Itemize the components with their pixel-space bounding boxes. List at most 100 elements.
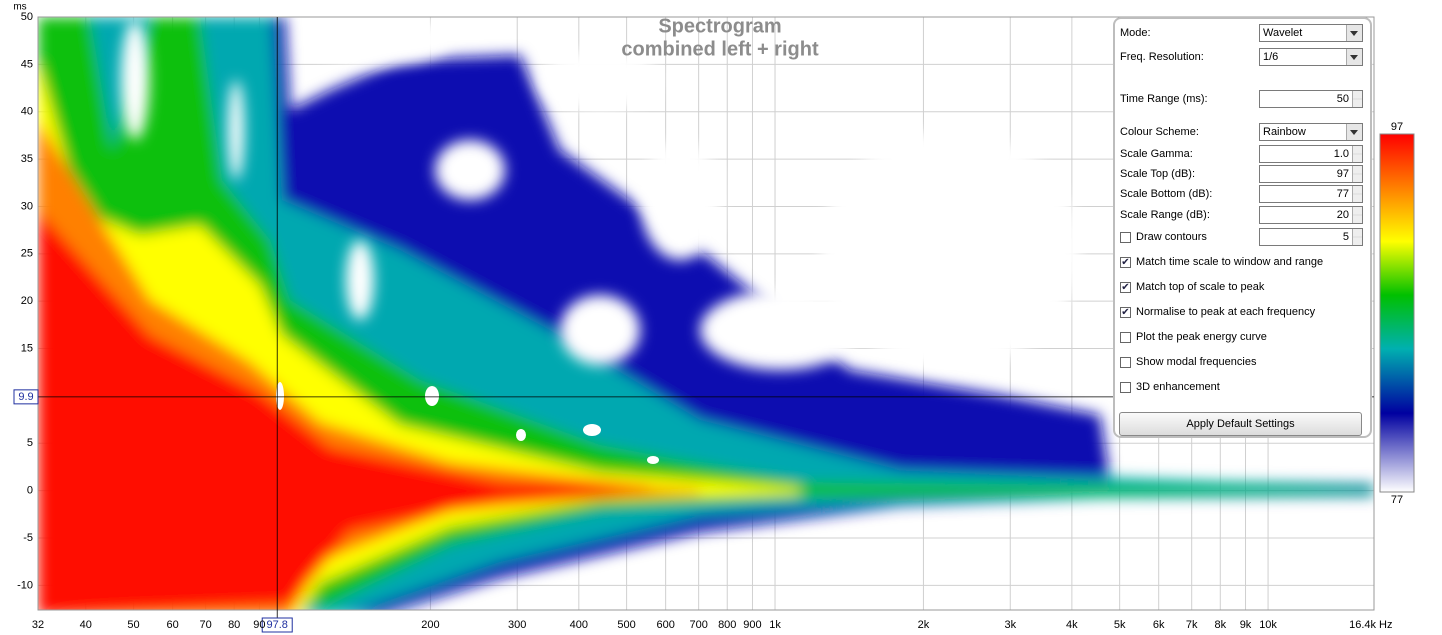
field-label: Scale Top (dB): bbox=[1120, 168, 1196, 180]
y-tick-label: 15 bbox=[21, 342, 33, 354]
control-arrow[interactable] bbox=[1352, 166, 1362, 182]
x-tick-label: 500 bbox=[617, 619, 635, 631]
field-label: Draw contours bbox=[1136, 231, 1207, 243]
spectrogram-image bbox=[38, 17, 1374, 610]
colorbar-max: 97 bbox=[1391, 121, 1403, 133]
checkbox-label: Match time scale to window and range bbox=[1136, 256, 1324, 268]
y-tick-label: 40 bbox=[21, 106, 33, 118]
cursor-y-box bbox=[13, 389, 39, 405]
checkbox[interactable] bbox=[1120, 356, 1131, 368]
cursor-y-label: 9.9 bbox=[18, 391, 33, 403]
checkbox-row: ✔ Match time scale to window and range bbox=[1120, 252, 1363, 272]
x-tick-label: 8k bbox=[1214, 619, 1226, 631]
field-value: 97 bbox=[1336, 168, 1349, 180]
y-tick-label: 30 bbox=[21, 200, 33, 212]
field-value: 1.0 bbox=[1333, 148, 1349, 160]
field-row: Scale Gamma: 1.0 bbox=[1120, 144, 1363, 164]
checkbox-label: Plot the peak energy curve bbox=[1136, 331, 1267, 343]
field-value: 5 bbox=[1342, 231, 1349, 243]
spin-box[interactable]: 5 bbox=[1259, 228, 1363, 246]
checkbox-row: ✔ Match top of scale to peak bbox=[1120, 277, 1363, 297]
checkbox[interactable] bbox=[1120, 381, 1131, 393]
field-label: Scale Range (dB): bbox=[1120, 209, 1210, 221]
field-row: Draw contours 5 bbox=[1120, 227, 1363, 247]
x-tick-label: 70 bbox=[199, 619, 211, 631]
x-tick-label: 600 bbox=[656, 619, 674, 631]
checkbox[interactable]: ✔ bbox=[1120, 256, 1131, 268]
x-tick-label: 60 bbox=[166, 619, 178, 631]
x-tick-label: 1k bbox=[769, 619, 781, 631]
field-row: Scale Top (dB): 97 bbox=[1120, 164, 1363, 184]
control-arrow[interactable] bbox=[1352, 207, 1362, 223]
x-tick-label: 3k bbox=[1004, 619, 1016, 631]
plot-border bbox=[37, 16, 1375, 611]
checkbox[interactable] bbox=[1120, 231, 1131, 243]
field-label: Time Range (ms): bbox=[1120, 93, 1208, 105]
field-row: Mode: Wavelet bbox=[1120, 23, 1363, 43]
cursor-x-label: 97.8 bbox=[267, 619, 288, 631]
y-tick-label: 45 bbox=[21, 58, 33, 70]
spin-box[interactable]: 20 bbox=[1259, 206, 1363, 224]
x-tick-label: 16.4k bbox=[1349, 619, 1376, 631]
x-tick-label: 800 bbox=[718, 619, 736, 631]
x-tick-label: 90 bbox=[253, 619, 265, 631]
dropdown[interactable]: Rainbow bbox=[1259, 123, 1363, 141]
x-tick-label: 9k bbox=[1240, 619, 1252, 631]
checkbox-label: Match top of scale to peak bbox=[1136, 281, 1265, 293]
field-row: Scale Bottom (dB): 77 bbox=[1120, 184, 1363, 204]
colorbar bbox=[1379, 133, 1415, 493]
x-tick-label: 40 bbox=[80, 619, 92, 631]
x-tick-label: 7k bbox=[1186, 619, 1198, 631]
field-value: 50 bbox=[1336, 93, 1349, 105]
control-arrow[interactable] bbox=[1352, 91, 1362, 107]
checkbox-label: Show modal frequencies bbox=[1136, 356, 1257, 368]
dropdown[interactable]: 1/6 bbox=[1259, 48, 1363, 66]
x-tick-label: 400 bbox=[570, 619, 588, 631]
x-tick-label: 32 bbox=[32, 619, 44, 631]
dropdown[interactable]: Wavelet bbox=[1259, 24, 1363, 42]
spin-box[interactable]: 50 bbox=[1259, 90, 1363, 108]
apply-default-button[interactable]: Apply Default Settings bbox=[1119, 412, 1362, 436]
field-row: Time Range (ms): 50 bbox=[1120, 89, 1363, 109]
x-tick-label: 50 bbox=[127, 619, 139, 631]
y-tick-label: 5 bbox=[27, 437, 33, 449]
x-tick-label: 900 bbox=[743, 619, 761, 631]
control-arrow[interactable] bbox=[1346, 25, 1362, 41]
control-arrow[interactable] bbox=[1352, 186, 1362, 202]
settings-panel: Mode: Wavelet Freq. Resolution: 1/6 Time Ran… bbox=[1113, 17, 1372, 438]
x-tick-label: 4k bbox=[1066, 619, 1078, 631]
y-tick-label: 50 bbox=[21, 11, 33, 23]
control-arrow[interactable] bbox=[1352, 229, 1362, 245]
x-tick-label: 6k bbox=[1153, 619, 1165, 631]
field-row: Scale Range (dB): 20 bbox=[1120, 205, 1363, 225]
spin-box[interactable]: 77 bbox=[1259, 185, 1363, 203]
y-tick-label: 0 bbox=[27, 485, 33, 497]
x-tick-label: 2k bbox=[918, 619, 930, 631]
control-arrow[interactable] bbox=[1346, 124, 1362, 140]
control-arrow[interactable] bbox=[1352, 146, 1362, 162]
x-tick-label: 5k bbox=[1114, 619, 1126, 631]
x-tick-label: 10k bbox=[1259, 619, 1277, 631]
y-tick-label: 35 bbox=[21, 153, 33, 165]
checkbox[interactable]: ✔ bbox=[1120, 306, 1131, 318]
spin-box[interactable]: 1.0 bbox=[1259, 145, 1363, 163]
x-tick-label: 700 bbox=[689, 619, 707, 631]
chart-subtitle: combined left + right bbox=[621, 38, 819, 60]
field-row: Freq. Resolution: 1/6 bbox=[1120, 47, 1363, 67]
colorbar-min: 77 bbox=[1391, 494, 1403, 506]
checkbox-label: Normalise to peak at each frequency bbox=[1136, 306, 1316, 318]
checkbox[interactable] bbox=[1120, 331, 1131, 343]
chart-title: Spectrogram bbox=[658, 15, 781, 37]
checkbox[interactable]: ✔ bbox=[1120, 281, 1131, 293]
field-label: Scale Bottom (dB): bbox=[1120, 188, 1213, 200]
y-tick-label: 20 bbox=[21, 295, 33, 307]
checkbox-row: ✔ Normalise to peak at each frequency bbox=[1120, 302, 1363, 322]
field-value: Wavelet bbox=[1263, 27, 1303, 39]
spin-box[interactable]: 97 bbox=[1259, 165, 1363, 183]
x-tick-label: 300 bbox=[508, 619, 526, 631]
control-arrow[interactable] bbox=[1346, 49, 1362, 65]
y-tick-label: -5 bbox=[23, 532, 33, 544]
x-tick-label: 80 bbox=[228, 619, 240, 631]
